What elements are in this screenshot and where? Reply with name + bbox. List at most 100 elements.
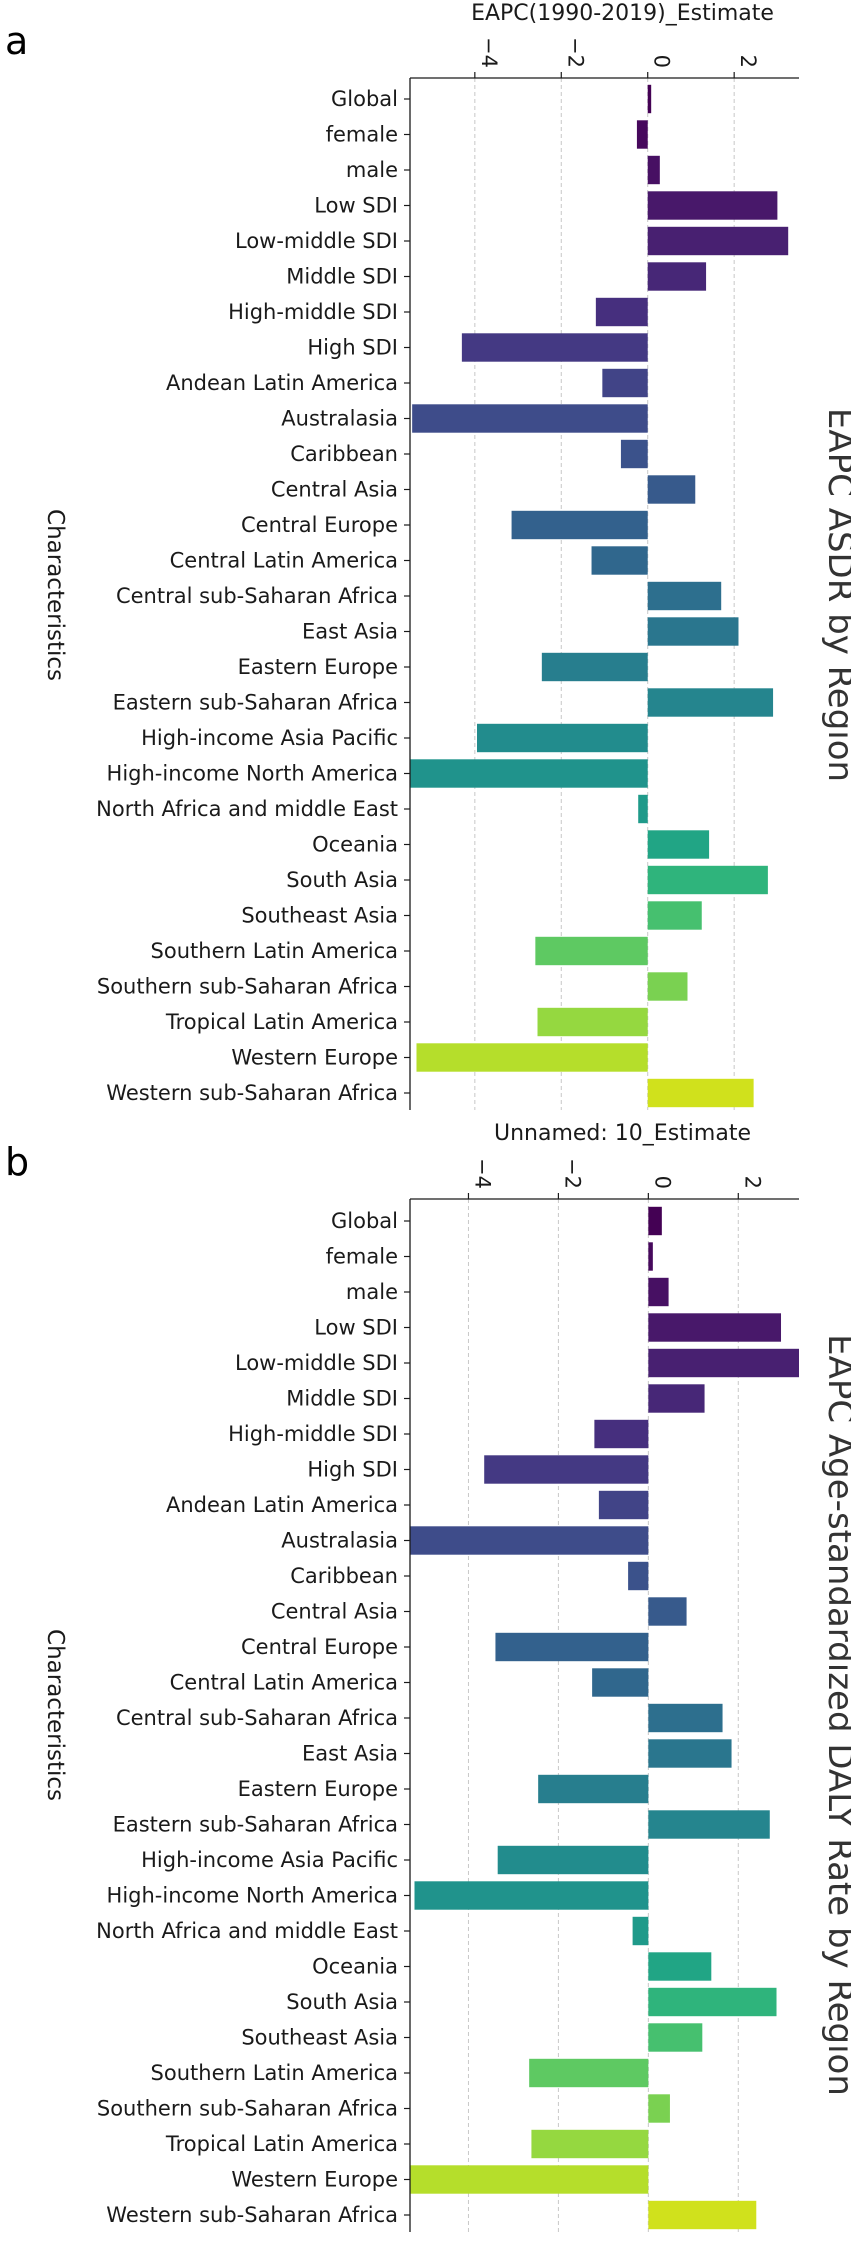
category-label-southeast-asia: Southeast Asia (241, 904, 398, 928)
chart-title: EAPC Age-standardized DALY Rate by Regio… (820, 1334, 851, 2096)
bar-global (647, 84, 652, 114)
bar-caribbean (628, 1561, 649, 1591)
x-tick-label: 2 (736, 55, 760, 68)
category-label-east-asia: East Asia (302, 1742, 398, 1766)
bar-western-europe (416, 1043, 648, 1072)
bar-central-latin-america (592, 1668, 649, 1697)
bar-australasia (410, 1526, 649, 1555)
category-label-western-sub-saharan-africa: Western sub-Saharan Africa (106, 2203, 398, 2227)
bar-southern-latin-america (529, 2058, 649, 2088)
category-label-east-asia: East Asia (302, 620, 398, 644)
bar-middle-sdi (647, 262, 707, 291)
bar-high-sdi (484, 1455, 649, 1484)
bar-high-middle-sdi (594, 1419, 649, 1449)
category-label-male: male (346, 1280, 398, 1304)
bar-low-middle-sdi (647, 226, 789, 256)
bar-male (647, 155, 660, 185)
bar-central-sub-saharan-africa (647, 581, 722, 611)
category-label-low-middle-sdi: Low-middle SDI (235, 229, 398, 253)
chart-title: EAPC ASDR by Region (820, 408, 851, 782)
category-label-high-middle-sdi: High-middle SDI (228, 1422, 398, 1446)
category-label-north-africa-and-middle-east: North Africa and middle East (96, 1919, 398, 1943)
bar-central-asia (647, 475, 696, 504)
bar-central-sub-saharan-africa (648, 1703, 723, 1733)
bar-high-sdi (461, 333, 648, 362)
category-label-high-middle-sdi: High-middle SDI (228, 300, 398, 324)
bar-low-middle-sdi (648, 1348, 799, 1378)
category-label-eastern-europe: Eastern Europe (238, 1777, 398, 1801)
category-label-southern-sub-saharan-africa: Southern sub-Saharan Africa (97, 975, 398, 999)
bar-andean-latin-america (602, 368, 648, 398)
bar-oceania (648, 1952, 712, 1981)
category-label-female: female (326, 123, 398, 147)
bar-southern-sub-saharan-africa (647, 972, 688, 1001)
chart-panel-a: −4 −2 0 2 Global female male Low SDI Low-middle … (5, 1, 851, 1110)
bar-north-africa-and-middle-east (638, 794, 648, 824)
bar-eastern-sub-saharan-africa (647, 688, 774, 717)
bar-western-sub-saharan-africa (648, 2200, 757, 2230)
category-label-eastern-sub-saharan-africa: Eastern sub-Saharan Africa (113, 691, 398, 715)
x-axis-title: EAPC(1990-2019)_Estimate (471, 1, 774, 26)
category-label-central-europe: Central Europe (241, 513, 398, 537)
category-label-low-sdi: Low SDI (314, 194, 398, 218)
category-label-tropical-latin-america: Tropical Latin America (165, 2132, 398, 2156)
category-label-western-europe: Western Europe (231, 2168, 398, 2192)
category-label-high-income-north-america: High-income North America (107, 762, 398, 786)
category-label-high-sdi: High SDI (307, 1458, 398, 1482)
category-label-male: male (346, 158, 398, 182)
category-label-high-income-asia-pacific: High-income Asia Pacific (141, 1848, 398, 1872)
category-label-eastern-sub-saharan-africa: Eastern sub-Saharan Africa (113, 1813, 398, 1837)
category-label-global: Global (331, 87, 398, 111)
x-tick-label: 0 (650, 1176, 674, 1189)
bar-north-africa-and-middle-east (632, 1916, 649, 1946)
category-label-central-asia: Central Asia (271, 1600, 398, 1624)
bar-eastern-europe (538, 1774, 649, 1804)
category-label-tropical-latin-america: Tropical Latin America (165, 1010, 398, 1034)
category-label-south-asia: South Asia (286, 868, 398, 892)
bar-western-sub-saharan-africa (647, 1078, 754, 1108)
y-axis-title: Characteristics (42, 509, 68, 681)
bar-western-europe (410, 2165, 649, 2194)
bar-andean-latin-america (598, 1490, 649, 1520)
category-label-southern-latin-america: Southern Latin America (151, 939, 398, 963)
x-tick-label: 0 (650, 55, 674, 68)
category-label-eastern-europe: Eastern Europe (238, 655, 398, 679)
bar-oceania (647, 830, 710, 859)
bar-east-asia (647, 617, 739, 646)
bar-tropical-latin-america (537, 1007, 648, 1037)
category-label-central-sub-saharan-africa: Central sub-Saharan Africa (116, 1706, 398, 1730)
bar-eastern-europe (541, 652, 648, 682)
category-label-andean-latin-america: Andean Latin America (166, 1493, 398, 1517)
bar-australasia (412, 404, 648, 433)
bar-global (648, 1206, 662, 1236)
category-label-high-sdi: High SDI (307, 336, 398, 360)
panel-label: b (5, 1140, 29, 1184)
panel-label: a (5, 19, 28, 63)
bar-female (648, 1242, 653, 1271)
category-label-southeast-asia: Southeast Asia (241, 2026, 398, 2050)
category-label-western-europe: Western Europe (231, 1046, 398, 1070)
bar-east-asia (648, 1739, 732, 1768)
y-axis-title: Characteristics (42, 1629, 68, 1801)
category-label-low-sdi: Low SDI (314, 1316, 398, 1340)
category-label-north-africa-and-middle-east: North Africa and middle East (96, 797, 398, 821)
category-label-andean-latin-america: Andean Latin America (166, 371, 398, 395)
bar-south-asia (647, 865, 768, 895)
category-label-caribbean: Caribbean (290, 442, 398, 466)
category-label-western-sub-saharan-africa: Western sub-Saharan Africa (106, 1081, 398, 1105)
category-label-high-income-north-america: High-income North America (107, 1884, 398, 1908)
x-tick-label: −2 (560, 1158, 584, 1189)
bar-low-sdi (647, 191, 778, 220)
category-label-central-latin-america: Central Latin America (170, 549, 398, 573)
category-label-southern-sub-saharan-africa: Southern sub-Saharan Africa (97, 2097, 398, 2121)
bar-central-asia (648, 1597, 687, 1626)
category-label-australasia: Australasia (281, 407, 398, 431)
x-tick-label: 2 (740, 1176, 764, 1189)
bar-caribbean (620, 439, 648, 469)
category-label-central-europe: Central Europe (241, 1635, 398, 1659)
bar-female (636, 120, 648, 149)
category-label-caribbean: Caribbean (290, 1564, 398, 1588)
bar-high-income-north-america (414, 1881, 649, 1910)
category-label-australasia: Australasia (281, 1529, 398, 1553)
category-label-middle-sdi: Middle SDI (286, 1387, 398, 1411)
